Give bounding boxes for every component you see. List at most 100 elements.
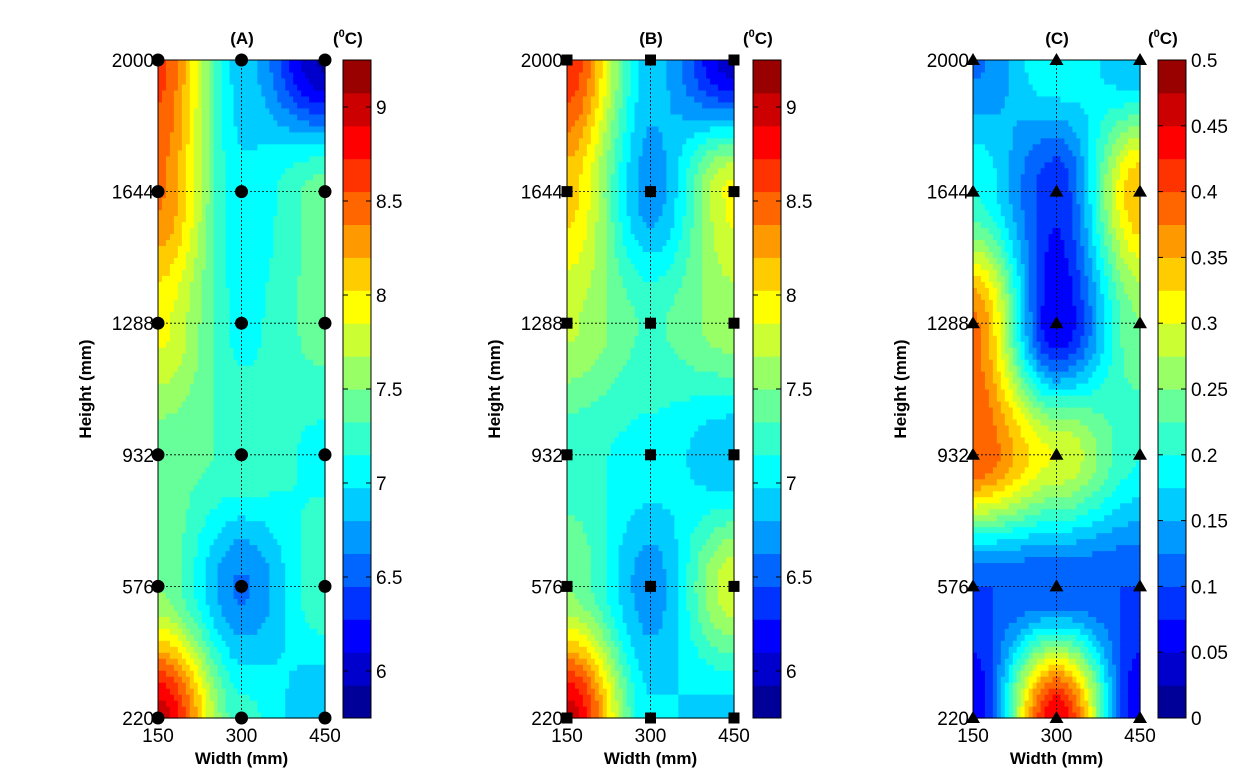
contour-cell	[197, 598, 203, 605]
contour-cell	[177, 574, 183, 582]
contour-cell	[321, 359, 326, 366]
contour-cell	[567, 496, 572, 504]
contour-cell	[237, 406, 243, 414]
contour-cell	[277, 257, 282, 264]
contour-cell	[317, 658, 322, 665]
contour-cell	[257, 544, 262, 552]
contour-cell	[293, 203, 298, 211]
contour-cell	[189, 652, 195, 659]
contour-cell	[273, 460, 278, 468]
contour-cell	[233, 131, 239, 139]
contour-cell	[213, 412, 219, 420]
contour-cell	[173, 610, 179, 617]
contour-cell	[189, 239, 195, 247]
contour-cell	[225, 77, 231, 85]
contour-cell	[233, 227, 239, 235]
contour-cell	[317, 131, 322, 139]
contour-cell	[570, 341, 576, 348]
contour-cell	[217, 179, 223, 187]
contour-cell	[265, 239, 270, 247]
contour-cell	[273, 526, 278, 534]
contour-cell	[297, 706, 302, 713]
contour-cell	[201, 628, 207, 635]
contour-cell	[273, 251, 278, 258]
contour-cell	[289, 83, 294, 91]
contour-cell	[197, 676, 203, 683]
contour-cell	[181, 197, 187, 205]
contour-cell	[269, 496, 274, 504]
contour-cell	[253, 448, 259, 456]
contour-cell	[567, 257, 572, 264]
contour-cell	[233, 688, 239, 695]
contour-cell	[277, 604, 282, 611]
contour-cell	[213, 478, 219, 486]
contour-cell	[305, 394, 310, 402]
contour-cell	[241, 131, 247, 139]
contour-cell	[225, 251, 231, 258]
contour-cell	[229, 664, 235, 671]
contour-cell	[574, 454, 580, 462]
contour-cell	[281, 329, 286, 336]
contour-cell	[237, 598, 243, 605]
contour-cell	[281, 125, 286, 133]
contour-cell	[297, 287, 302, 294]
contour-cell	[225, 580, 231, 587]
contour-cell	[229, 532, 235, 540]
contour-cell	[237, 101, 243, 109]
contour-cell	[229, 550, 235, 558]
contour-cell	[265, 532, 270, 540]
contour-cell	[161, 383, 167, 390]
contour-cell	[221, 568, 227, 576]
contour-cell	[177, 179, 183, 187]
contour-cell	[233, 263, 239, 270]
contour-cell	[201, 65, 207, 73]
contour-cell	[281, 341, 286, 348]
contour-cell	[313, 353, 318, 360]
contour-cell	[201, 556, 207, 564]
measurement-point	[151, 316, 165, 330]
contour-cell	[317, 496, 322, 504]
contour-cell	[249, 71, 255, 79]
contour-cell	[570, 275, 576, 282]
contour-cell	[293, 628, 298, 635]
contour-cell	[245, 119, 251, 127]
contour-cell	[197, 592, 203, 599]
contour-cell	[213, 394, 219, 402]
contour-cell	[233, 335, 239, 342]
contour-cell	[313, 622, 318, 629]
contour-cell	[567, 670, 572, 677]
contour-cell	[309, 550, 314, 558]
contour-cell	[317, 329, 322, 336]
contour-cell	[273, 712, 278, 719]
contour-cell	[189, 634, 195, 641]
contour-cell	[205, 598, 211, 605]
contour-cell	[567, 568, 572, 576]
contour-cell	[237, 562, 243, 570]
contour-cell	[317, 682, 322, 689]
contour-cell	[261, 107, 266, 115]
contour-cell	[285, 682, 290, 689]
contour-cell	[567, 71, 572, 79]
contour-cell	[285, 454, 290, 462]
contour-cell	[293, 245, 298, 253]
contour-cell	[265, 442, 270, 450]
contour-cell	[301, 377, 306, 384]
contour-cell	[269, 209, 274, 217]
contour-cell	[161, 143, 167, 151]
contour-cell	[245, 598, 251, 605]
contour-cell	[289, 269, 294, 276]
contour-cell	[297, 269, 302, 276]
contour-cell	[567, 628, 572, 635]
contour-cell	[205, 323, 211, 330]
contour-cell	[201, 586, 207, 593]
contour-cell	[265, 568, 270, 576]
contour-cell	[297, 143, 302, 151]
contour-cell	[189, 526, 195, 534]
contour-cell	[205, 263, 211, 270]
contour-cell	[241, 520, 247, 528]
contour-cell	[273, 706, 278, 713]
contour-cell	[245, 700, 251, 707]
contour-cell	[321, 568, 326, 576]
contour-cell	[281, 502, 286, 510]
contour-cell	[570, 371, 576, 378]
